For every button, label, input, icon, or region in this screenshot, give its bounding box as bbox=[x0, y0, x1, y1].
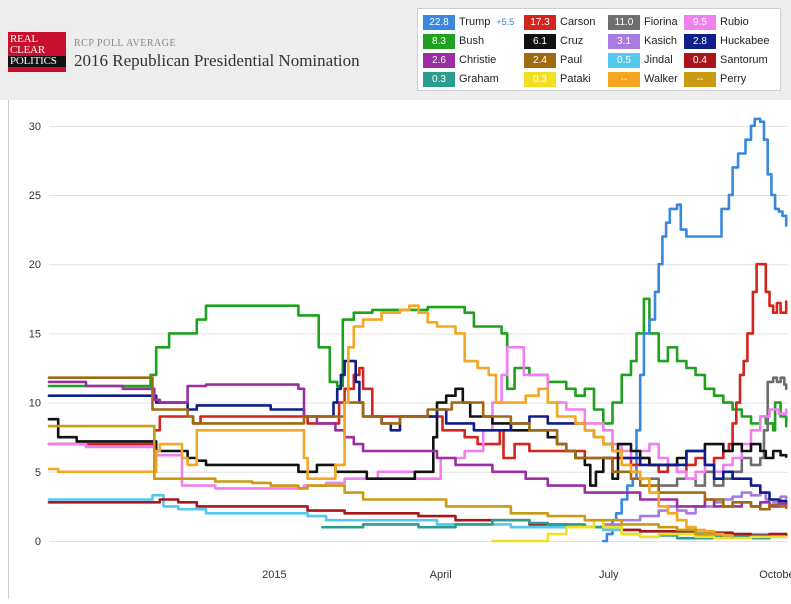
legend-name: Kasich bbox=[644, 35, 678, 47]
legend-item-cruz[interactable]: 6.1 Cruz bbox=[524, 34, 583, 49]
legend-value: 0.3 bbox=[423, 72, 455, 87]
legend-name: Graham bbox=[459, 73, 499, 85]
logo-line-2: CLEAR bbox=[10, 44, 46, 56]
legend-value: 0.5 bbox=[608, 53, 640, 68]
rcp-logo[interactable]: REAL CLEAR POLITICS bbox=[8, 32, 66, 72]
legend-name: Huckabee bbox=[720, 35, 770, 47]
legend-value: 22.8 bbox=[423, 15, 455, 30]
legend-name: Trump bbox=[459, 16, 491, 28]
legend-name: Paul bbox=[560, 54, 583, 66]
legend-value: 6.1 bbox=[524, 34, 556, 49]
series-line-graham[interactable] bbox=[321, 518, 788, 540]
legend-name: Walker bbox=[644, 73, 678, 85]
logo-line-1: REAL bbox=[10, 33, 38, 45]
series-line-santorum[interactable] bbox=[47, 498, 788, 537]
line-chart[interactable]: 0 5 10 15 20 25 30 2015 April July October bbox=[9, 100, 791, 599]
series-line-christie[interactable] bbox=[47, 380, 788, 508]
header: REAL CLEAR POLITICS RCP POLL AVERAGE 201… bbox=[0, 0, 791, 100]
legend-value: 2.8 bbox=[684, 34, 716, 49]
legend-item-carson[interactable]: 17.3 Carson bbox=[524, 15, 595, 30]
legend-value: 0.4 bbox=[684, 53, 716, 68]
series-line-paul[interactable] bbox=[47, 376, 788, 511]
legend-item-huckabee[interactable]: 2.8 Huckabee bbox=[684, 34, 770, 49]
legend-value: 17.3 bbox=[524, 15, 556, 30]
legend-item-graham[interactable]: 0.3 Graham bbox=[423, 72, 499, 87]
series-line-cruz[interactable] bbox=[47, 387, 788, 487]
y-tick-label: 15 bbox=[29, 328, 41, 340]
series-line-huckabee[interactable] bbox=[47, 359, 788, 504]
x-tick-label: July bbox=[599, 569, 619, 581]
chart-area: 0 5 10 15 20 25 30 2015 April July October bbox=[8, 100, 791, 599]
legend-item-fiorina[interactable]: 11.0 Fiorina bbox=[608, 15, 678, 30]
series-line-perry[interactable] bbox=[47, 424, 716, 536]
legend-value: 9.5 bbox=[684, 15, 716, 30]
legend-name: Perry bbox=[720, 73, 747, 85]
legend-item-santorum[interactable]: 0.4 Santorum bbox=[684, 53, 768, 68]
series-line-fiorina[interactable] bbox=[638, 376, 788, 487]
series-line-carson[interactable] bbox=[47, 262, 788, 474]
legend-name: Carson bbox=[560, 16, 596, 28]
legend-name: Bush bbox=[459, 35, 485, 47]
legend-value: -- bbox=[608, 72, 640, 87]
legend-item-perry[interactable]: -- Perry bbox=[684, 72, 746, 87]
legend-item-trump[interactable]: 22.8 Trump +5.5 bbox=[423, 15, 514, 30]
legend-item-kasich[interactable]: 3.1 Kasich bbox=[608, 34, 677, 49]
chart-kicker: RCP POLL AVERAGE bbox=[74, 38, 177, 49]
x-tick-label: 2015 bbox=[262, 569, 286, 581]
y-tick-label: 20 bbox=[29, 259, 41, 271]
chart-title: 2016 Republican Presidential Nomination bbox=[74, 51, 360, 70]
legend-name: Fiorina bbox=[644, 16, 678, 28]
series-line-pataki[interactable] bbox=[491, 518, 788, 543]
legend-value: 11.0 bbox=[608, 15, 640, 30]
legend-name: Christie bbox=[459, 54, 497, 66]
series-line-bush[interactable] bbox=[47, 297, 788, 432]
legend-item-paul[interactable]: 2.4 Paul bbox=[524, 53, 582, 68]
y-tick-label: 5 bbox=[35, 467, 41, 479]
y-tick-label: 30 bbox=[29, 121, 41, 133]
x-tick-label: October bbox=[759, 569, 791, 581]
logo-line-3: POLITICS bbox=[8, 56, 66, 67]
legend-item-bush[interactable]: 8.3 Bush bbox=[423, 34, 484, 49]
legend-name: Jindal bbox=[644, 54, 673, 66]
series-line-walker[interactable] bbox=[47, 304, 734, 539]
x-tick-label: April bbox=[430, 569, 452, 581]
legend-item-jindal[interactable]: 0.5 Jindal bbox=[608, 53, 673, 68]
y-tick-label: 25 bbox=[29, 190, 41, 202]
y-tick-label: 0 bbox=[35, 536, 41, 548]
legend-value: 0.3 bbox=[524, 72, 556, 87]
legend-change: +5.5 bbox=[496, 17, 515, 27]
legend-item-christie[interactable]: 2.6 Christie bbox=[423, 53, 496, 68]
y-tick-label: 10 bbox=[29, 398, 41, 410]
legend-value: 2.6 bbox=[423, 53, 455, 68]
series-line-trump[interactable] bbox=[602, 117, 788, 543]
legend-value: 8.3 bbox=[423, 34, 455, 49]
legend-item-pataki[interactable]: 0.3 Pataki bbox=[524, 72, 591, 87]
legend-item-rubio[interactable]: 9.5 Rubio bbox=[684, 15, 749, 30]
legend: 22.8 Trump +5.5 17.3 Carson 11.0 Fiorina 9.5… bbox=[417, 8, 781, 91]
legend-name: Cruz bbox=[560, 35, 584, 47]
legend-value: 2.4 bbox=[524, 53, 556, 68]
legend-item-walker[interactable]: -- Walker bbox=[608, 72, 678, 87]
legend-name: Rubio bbox=[720, 16, 749, 28]
legend-name: Santorum bbox=[720, 54, 768, 66]
legend-name: Pataki bbox=[560, 73, 591, 85]
legend-value: -- bbox=[684, 72, 716, 87]
legend-value: 3.1 bbox=[608, 34, 640, 49]
